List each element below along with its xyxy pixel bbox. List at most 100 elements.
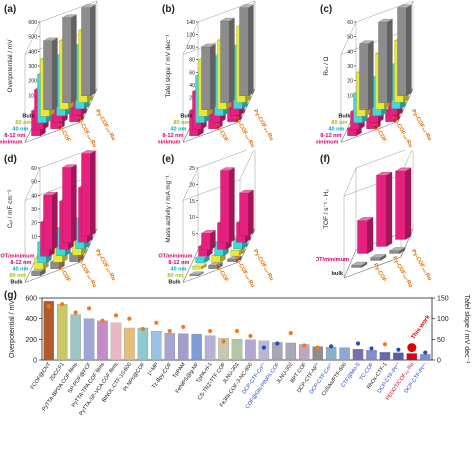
bar-side — [52, 37, 58, 111]
bar-3d — [226, 255, 242, 263]
bar-front — [351, 265, 362, 268]
z-axis-label: Rₕₜ / Ω — [323, 56, 330, 75]
top-edge — [24, 167, 41, 201]
z-tick-label: 300 — [28, 64, 37, 70]
z-tick-label: 5 — [192, 232, 195, 238]
z-tick-label: 10 — [31, 234, 37, 240]
bar-side — [368, 40, 374, 111]
tafel-point — [208, 328, 213, 334]
bar-front — [376, 175, 387, 247]
row-label: 40 nm — [170, 266, 186, 272]
bar-top — [226, 256, 242, 260]
bar-top — [219, 17, 235, 22]
bar-side — [229, 167, 235, 244]
z-tick-label: 140 — [186, 20, 195, 26]
z-tick-label: 120 — [186, 33, 195, 39]
y2-axis-label: Tafel slope / mV dec⁻¹ — [463, 294, 470, 364]
top-edge — [197, 150, 248, 169]
z-tick-label: 10 — [189, 215, 195, 221]
bar — [204, 335, 216, 361]
bar-front — [31, 271, 41, 276]
z-tick-label: 30 — [347, 64, 353, 70]
row-label: Bulk — [168, 279, 181, 285]
bar-top — [80, 4, 96, 8]
bar — [70, 314, 81, 361]
bar-top — [219, 167, 235, 171]
bar-3d — [200, 43, 216, 111]
row-label: 40 nm — [12, 266, 28, 272]
bar-top — [394, 167, 412, 172]
z-axis-label: Mass activity / mA mg⁻¹ — [165, 175, 172, 242]
chart-panel-b: 20 40 60 80 100 120 140 Tafel slope / mV dec⁻¹ (… — [158, 0, 275, 149]
tafel-point — [288, 331, 293, 336]
tafel-point — [86, 306, 92, 311]
y-tick-label: 200 — [25, 337, 37, 344]
z-tick-label: 40 — [31, 193, 37, 199]
chart-panel-a: 100 200 300 400 500 600 Overpotential / mV (a) B… — [0, 0, 117, 150]
row-label: 40 nm — [328, 126, 344, 132]
tafel-point — [302, 343, 307, 348]
bar-side — [229, 17, 235, 104]
z-tick-label: 80 — [189, 58, 195, 64]
bar-top — [238, 189, 254, 194]
bar-top — [61, 164, 77, 168]
column-label: Py-COF — [372, 123, 388, 144]
bar-side — [387, 18, 393, 104]
bar-3d — [219, 17, 235, 104]
bar-top — [375, 171, 393, 176]
row-label: PEDOT/minimum — [158, 253, 193, 259]
bar-3d — [396, 4, 412, 97]
panel-label: (b) — [162, 4, 175, 15]
tafel-point — [167, 328, 172, 334]
bar — [83, 318, 95, 361]
z-tick-label: 60 — [189, 70, 195, 76]
bar-side — [248, 4, 254, 97]
z-axis-label: Tafel slope / mV dec⁻¹ — [165, 34, 172, 97]
bar — [420, 354, 431, 361]
bar-front — [62, 167, 72, 243]
bar-front — [357, 220, 368, 254]
y-tick-label: 600 — [25, 296, 37, 303]
top-edge — [39, 150, 90, 169]
panel-label: (e) — [162, 154, 174, 165]
z-axis-label: Overpotential / mV — [7, 39, 14, 93]
bar-front — [220, 20, 230, 103]
tafel-point — [382, 342, 388, 347]
bar — [379, 352, 391, 361]
bar-side — [210, 230, 216, 251]
bar-3d — [238, 189, 254, 237]
tafel-point — [127, 316, 132, 321]
bar-top — [61, 14, 77, 18]
bar-top — [80, 150, 96, 154]
row-label: 40 nm — [12, 126, 28, 132]
row-label: PEDOT/minimum — [0, 253, 35, 259]
tafel-point — [315, 345, 320, 350]
bar-side — [248, 189, 254, 237]
tafel-point — [46, 304, 51, 309]
tafel-point — [329, 344, 334, 349]
bar-side — [71, 164, 77, 244]
z-tick-label: 20 — [189, 182, 195, 188]
panel-label: (d) — [4, 154, 17, 165]
column-label: Py-COF — [214, 263, 230, 284]
column-label: Py-COF₂₀-Ru — [75, 116, 98, 150]
bar-front — [397, 7, 407, 96]
bar-3d — [350, 261, 368, 268]
chart-panel-e: 5 10 15 20 25 Mass activity / mA mg⁻¹ (e) PEDOT… — [158, 150, 275, 289]
bar-side — [406, 4, 412, 97]
bar-side — [71, 14, 77, 104]
bar-front — [81, 7, 91, 96]
tafel-point — [113, 313, 119, 318]
bar — [177, 333, 189, 361]
bar — [124, 327, 135, 361]
bar — [393, 352, 404, 361]
chart-panel-f: TOF / s⁻¹ · H₂ (f) PEDOT/minimum bulk Py-COF… — [316, 150, 433, 289]
bar-3d — [369, 254, 387, 261]
row-label: Bulk — [338, 113, 351, 119]
chart-panel-g: (g) 0 200 400 600 0 50 100 150 Overpotential / mV… — [4, 290, 470, 417]
z-tick-label: 50 — [31, 180, 37, 186]
top-edge — [182, 167, 199, 201]
tafel-point — [275, 341, 280, 346]
floor-edge — [24, 261, 83, 283]
